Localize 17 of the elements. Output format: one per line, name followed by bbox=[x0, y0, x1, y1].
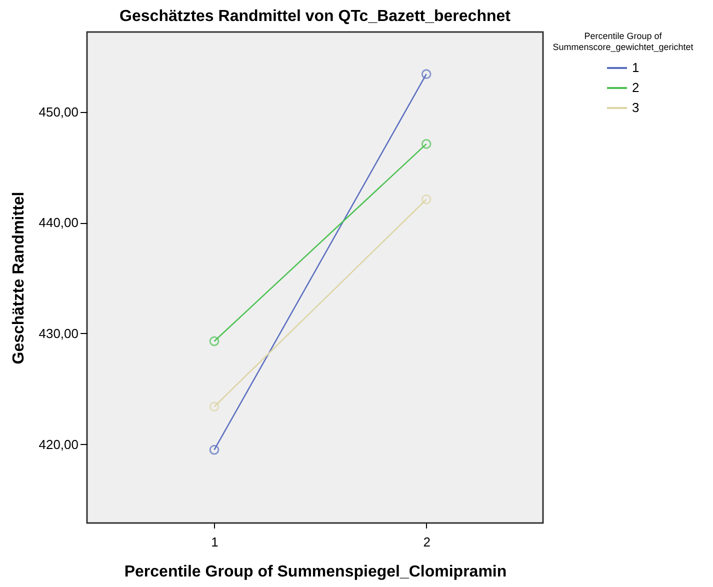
legend-label: 3 bbox=[632, 100, 640, 115]
legend-label: 1 bbox=[632, 60, 640, 75]
y-axis-title: Geschätzte Randmittel bbox=[10, 192, 28, 364]
point bbox=[421, 139, 432, 149]
x-axis-title: Percentile Group of Summenspiegel_Clomipramin bbox=[124, 564, 507, 580]
legend-label: 2 bbox=[632, 80, 640, 95]
chart-title: Geschätztes Randmittel von QTc_Bazett_berechnet bbox=[120, 8, 512, 25]
y-tick-label: 450,00 bbox=[38, 104, 78, 120]
point bbox=[209, 336, 220, 346]
y-tick-label: 420,00 bbox=[38, 436, 78, 452]
point bbox=[421, 69, 432, 80]
legend-title: Percentile Group of Summenscore_gewichtet_gerichtet bbox=[552, 31, 694, 52]
point bbox=[209, 444, 220, 455]
point bbox=[421, 194, 432, 204]
y-tick-label: 440,00 bbox=[38, 215, 78, 230]
y-tick-label: 430,00 bbox=[38, 326, 78, 341]
point bbox=[209, 402, 220, 412]
